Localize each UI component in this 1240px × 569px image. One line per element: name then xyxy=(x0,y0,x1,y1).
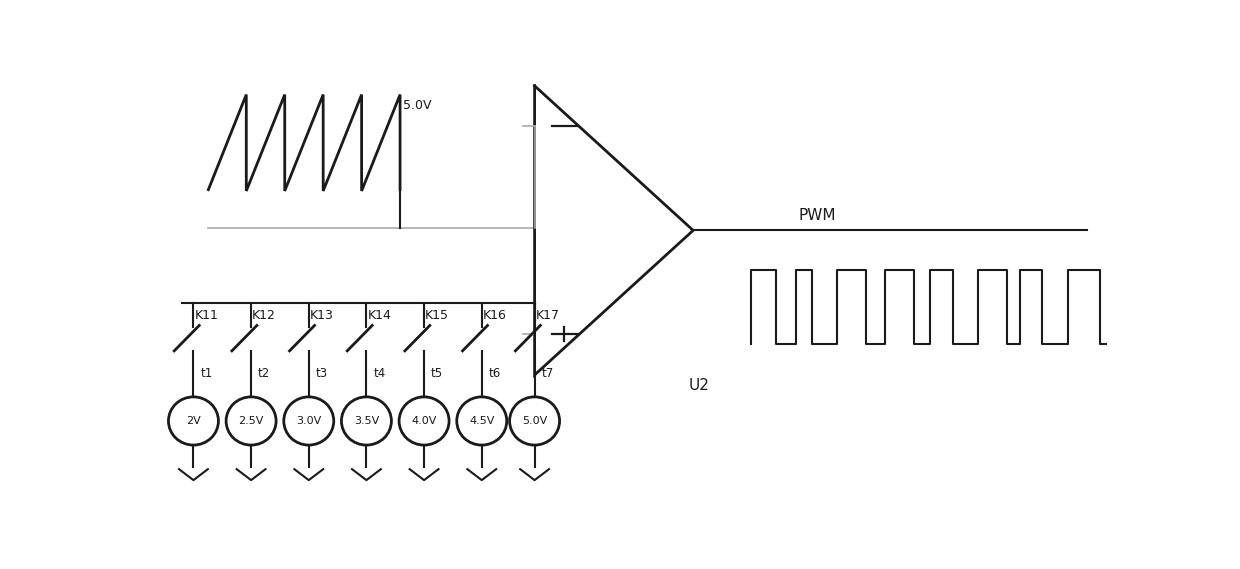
Text: t6: t6 xyxy=(489,368,501,380)
Text: K14: K14 xyxy=(367,309,392,322)
Text: t7: t7 xyxy=(542,368,553,380)
Text: t4: t4 xyxy=(373,368,386,380)
Text: 3.5V: 3.5V xyxy=(353,416,379,426)
Text: K16: K16 xyxy=(482,309,507,322)
Text: 2V: 2V xyxy=(186,416,201,426)
Text: K11: K11 xyxy=(195,309,218,322)
Text: K17: K17 xyxy=(536,309,559,322)
Text: t2: t2 xyxy=(258,368,270,380)
Text: 4.0V: 4.0V xyxy=(412,416,436,426)
Text: 5.0V: 5.0V xyxy=(522,416,547,426)
Text: K15: K15 xyxy=(425,309,449,322)
Text: 4.5V: 4.5V xyxy=(469,416,495,426)
Text: K13: K13 xyxy=(310,309,334,322)
Text: t5: t5 xyxy=(430,368,443,380)
Text: t1: t1 xyxy=(200,368,212,380)
Text: t3: t3 xyxy=(315,368,327,380)
Text: U2: U2 xyxy=(688,378,709,393)
Text: 5.0V: 5.0V xyxy=(403,99,432,112)
Text: 2.5V: 2.5V xyxy=(238,416,264,426)
Text: PWM: PWM xyxy=(799,208,836,222)
Text: 3.0V: 3.0V xyxy=(296,416,321,426)
Text: K12: K12 xyxy=(252,309,277,322)
